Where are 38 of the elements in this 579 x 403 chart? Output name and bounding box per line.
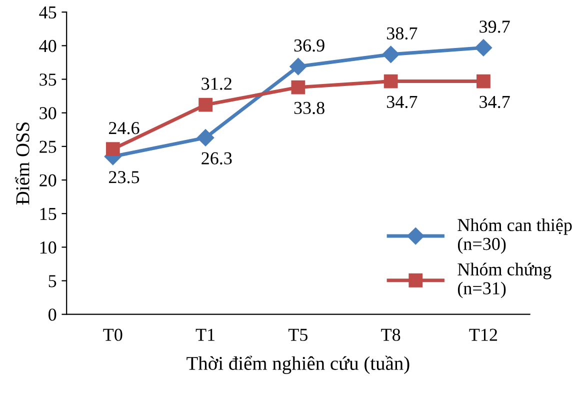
point: [382, 46, 400, 63]
data-label: 24.6: [109, 122, 140, 134]
y-tick-label: 10: [40, 241, 56, 254]
y-tick-label: 30: [40, 107, 56, 120]
x-axis-title: Thời điểm nghiên cứu (tuần): [186, 356, 410, 374]
point: [384, 74, 398, 88]
y-tick-label: 20: [40, 174, 56, 186]
data-label: 26.3: [202, 152, 232, 165]
data-label: 39.7: [480, 20, 510, 33]
y-tick-label: 40: [39, 40, 56, 52]
y-tick-label: 5: [48, 275, 56, 288]
x-tick-label: T8: [381, 328, 400, 341]
y-tick-label: 45: [39, 6, 56, 19]
point: [290, 58, 307, 76]
data-label: 34.7: [387, 96, 418, 108]
y-tick-label: 0: [48, 308, 56, 321]
data-label: 34.7: [480, 96, 510, 108]
point: [198, 98, 212, 112]
y-tick-label: 15: [40, 208, 56, 220]
data-label: 36.9: [294, 39, 324, 52]
point: [291, 80, 306, 94]
point: [474, 39, 492, 56]
data-label: 23.5: [109, 171, 140, 184]
legend-label: Nhóm can thiệp (n=30): [458, 218, 572, 254]
point: [476, 74, 490, 88]
data-label: 31.2: [202, 78, 232, 90]
y-tick-label: 25: [40, 140, 56, 153]
x-tick-label: T5: [288, 328, 308, 341]
y-tick-label: 35: [40, 74, 56, 86]
data-label: 38.7: [387, 27, 418, 40]
point: [106, 142, 120, 156]
x-tick-label: T1: [196, 328, 214, 341]
x-tick-label: T0: [103, 328, 122, 341]
point: [196, 129, 214, 146]
y-axis-title: Điểm OSS: [15, 122, 30, 205]
legend-label: Nhóm chứng (n=31): [458, 262, 552, 298]
x-tick-label: T12: [469, 328, 498, 341]
data-label: 33.8: [294, 102, 324, 114]
